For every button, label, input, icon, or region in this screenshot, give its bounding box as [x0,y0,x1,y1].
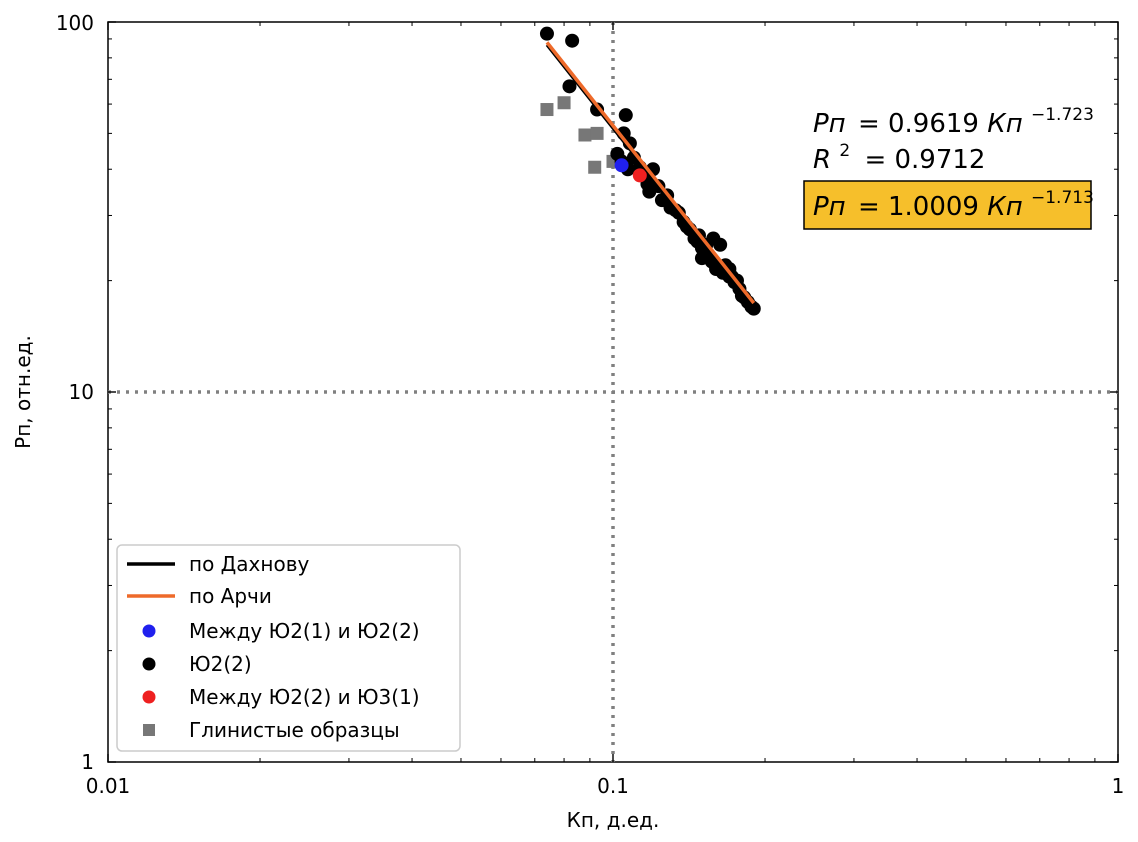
legend-label-between-yu2-2-yu3-1: Между Ю2(2) и Ю3(1) [189,685,420,709]
legend-label-clay-samples: Глинистые образцы [189,718,400,742]
series-3-point-6 [618,108,633,123]
series-3-point-2 [562,79,577,94]
legend-swatch-yu2-2 [142,657,156,671]
series-3-point-0 [539,26,554,41]
y-tick-label-1: 10 [69,380,94,404]
legend-label-dakhnov: по Дахнову [189,552,309,576]
series-5-point-1 [557,96,571,110]
series-5-point-0 [540,103,554,117]
series-3-point-49 [694,251,709,266]
equation-2-box [803,180,1092,230]
series-5-point-2 [578,128,592,142]
x-tick-label-1: 0.1 [597,774,629,798]
series-1-line [545,41,756,305]
legend-swatch-clay-samples [143,724,155,736]
equation-2: Рп = 1.0009 Кп −1.713 [813,188,1094,222]
y-axis-label: Рп, отн.ед. [11,335,35,449]
series-5-point-4 [588,160,602,174]
legend-label-yu2-2: Ю2(2) [189,652,252,676]
x-tick-label-2: 1 [1112,774,1125,798]
x-axis-label: Кп, д.ед. [567,808,660,832]
r-squared: R 2 = 0.9712 [813,133,985,175]
equation-1: Рп = 0.9619 Кп −1.723 [813,105,1094,139]
legend-label-between-yu2-1-yu2-2: Между Ю2(1) и Ю2(2) [189,619,420,643]
series-3-point-37 [713,237,728,252]
data-marks [539,26,761,316]
series-2-point-0 [614,158,629,173]
series-4-point-0 [632,168,647,183]
y-tick-label-2: 100 [56,11,94,35]
series-5-point-3 [590,126,604,140]
legend-box [116,544,461,752]
series-3-point-1 [565,33,580,48]
legend-swatch-between-yu2-2-yu3-1 [142,690,156,704]
legend-swatch-between-yu2-1-yu2-2 [142,624,156,638]
legend: по Дахнову по Арчи Между Ю2(1) и Ю2(2) Ю… [116,544,461,752]
legend-label-archie: по Арчи [189,584,272,608]
x-tick-label-0: 0.01 [86,774,131,798]
y-tick-label-0: 1 [81,750,94,774]
series-3-point-48 [746,301,761,316]
axis-ticks [107,21,1119,763]
